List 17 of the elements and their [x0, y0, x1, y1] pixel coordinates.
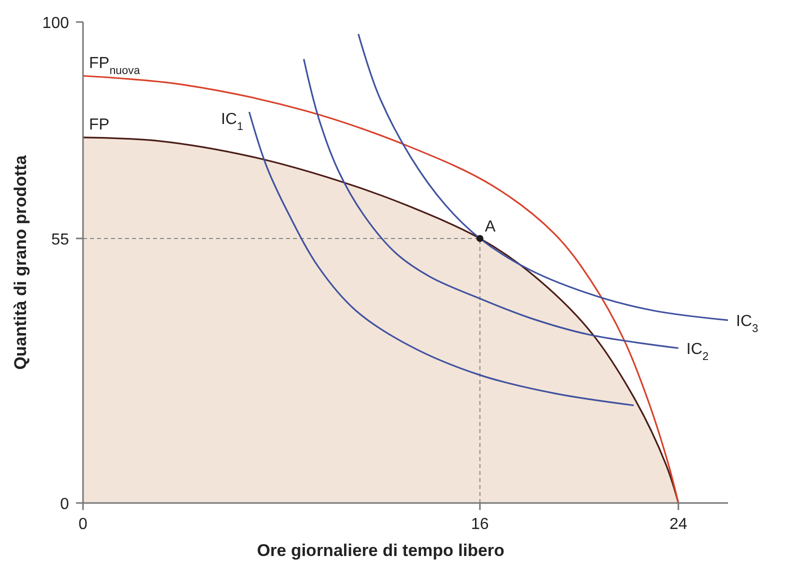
y-tick-label: 55: [51, 231, 70, 248]
x-tick-label: 24: [669, 516, 688, 533]
series-label: IC$_{2}$: [686, 341, 709, 364]
x-tick-label: 16: [471, 516, 489, 533]
series-label: A: [484, 218, 496, 236]
y-tick-label: 100: [42, 15, 70, 32]
series-label: FP$_{nuova}$: [89, 54, 141, 77]
series-label: IC$_{3}$: [736, 313, 758, 336]
series-label: IC$_{1}$: [220, 110, 244, 133]
x-tick-label: 0: [78, 516, 88, 533]
series-label: FP: [89, 116, 110, 134]
x-axis-title: Ore giornaliere di tempo libero: [256, 541, 504, 560]
y-axis-title: Quantità di grano prodotta: [11, 154, 30, 370]
y-tick-label: 0: [60, 496, 70, 513]
line-series: [302, 58, 680, 349]
line-series: [358, 33, 729, 322]
line-series: [248, 111, 635, 406]
